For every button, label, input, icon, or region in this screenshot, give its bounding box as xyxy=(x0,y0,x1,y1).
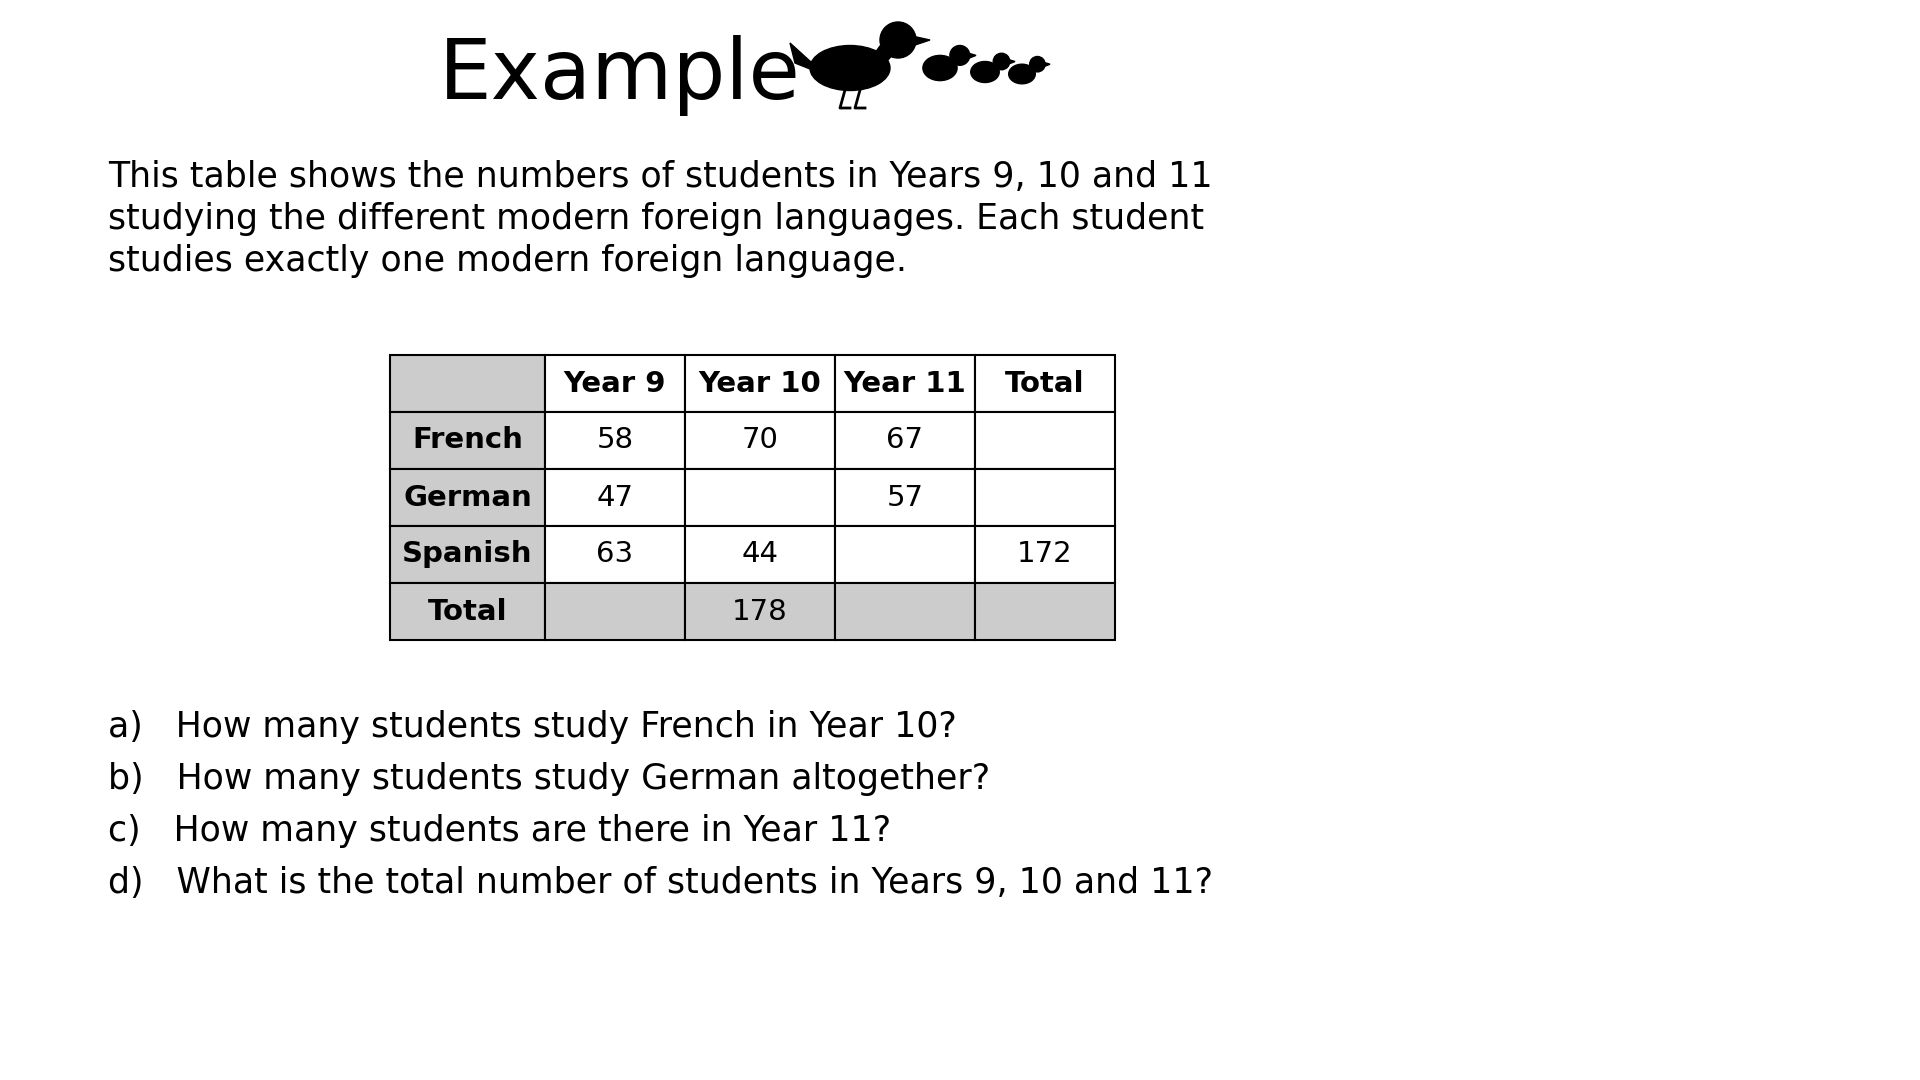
Text: 172: 172 xyxy=(1018,540,1073,568)
Bar xyxy=(835,411,975,469)
Text: French: French xyxy=(413,427,522,455)
Text: 67: 67 xyxy=(887,427,924,455)
Bar xyxy=(390,526,545,583)
Circle shape xyxy=(993,53,1010,70)
Text: 58: 58 xyxy=(597,427,634,455)
Text: This table shows the numbers of students in Years 9, 10 and 11: This table shows the numbers of students… xyxy=(108,160,1213,194)
Polygon shape xyxy=(968,53,975,59)
Text: 44: 44 xyxy=(741,540,778,568)
Text: Year 11: Year 11 xyxy=(843,369,966,397)
Text: 70: 70 xyxy=(741,427,778,455)
Polygon shape xyxy=(947,59,962,65)
Bar xyxy=(975,526,1116,583)
Polygon shape xyxy=(1043,62,1050,67)
Ellipse shape xyxy=(924,55,956,81)
Bar xyxy=(545,526,685,583)
Text: Year 9: Year 9 xyxy=(564,369,666,397)
Text: 47: 47 xyxy=(597,484,634,512)
Text: 63: 63 xyxy=(597,540,634,568)
Bar xyxy=(390,583,545,640)
Polygon shape xyxy=(1027,67,1039,71)
Bar xyxy=(975,411,1116,469)
Bar xyxy=(835,583,975,640)
Circle shape xyxy=(879,22,916,58)
Bar xyxy=(390,411,545,469)
Text: d)   What is the total number of students in Years 9, 10 and 11?: d) What is the total number of students … xyxy=(108,866,1213,900)
Bar xyxy=(685,355,835,411)
Bar xyxy=(975,583,1116,640)
Polygon shape xyxy=(991,65,1002,69)
Bar xyxy=(545,583,685,640)
Text: b)   How many students study German altogether?: b) How many students study German altoge… xyxy=(108,762,991,796)
Ellipse shape xyxy=(810,45,891,91)
Bar xyxy=(685,469,835,526)
Bar xyxy=(545,469,685,526)
Text: 178: 178 xyxy=(732,597,787,625)
Polygon shape xyxy=(789,43,820,73)
Bar xyxy=(390,469,545,526)
Bar xyxy=(685,411,835,469)
Circle shape xyxy=(950,45,970,65)
Bar xyxy=(835,355,975,411)
Text: Total: Total xyxy=(1006,369,1085,397)
Ellipse shape xyxy=(1008,64,1035,84)
Bar xyxy=(835,526,975,583)
Bar xyxy=(390,355,545,411)
Text: studies exactly one modern foreign language.: studies exactly one modern foreign langu… xyxy=(108,244,906,278)
Bar xyxy=(835,469,975,526)
Ellipse shape xyxy=(972,62,998,82)
Bar xyxy=(545,411,685,469)
Bar xyxy=(685,526,835,583)
Polygon shape xyxy=(870,46,900,60)
Text: German: German xyxy=(403,484,532,512)
Bar xyxy=(975,469,1116,526)
Bar xyxy=(975,355,1116,411)
Text: c)   How many students are there in Year 11?: c) How many students are there in Year 1… xyxy=(108,814,891,848)
Text: a)   How many students study French in Year 10?: a) How many students study French in Yea… xyxy=(108,710,956,744)
Text: Year 10: Year 10 xyxy=(699,369,822,397)
Text: 57: 57 xyxy=(887,484,924,512)
Polygon shape xyxy=(1008,59,1016,65)
Text: Example: Example xyxy=(440,35,801,116)
Bar xyxy=(685,583,835,640)
Text: Total: Total xyxy=(428,597,507,625)
Text: Spanish: Spanish xyxy=(403,540,532,568)
Circle shape xyxy=(1029,56,1044,72)
Bar xyxy=(545,355,685,411)
Polygon shape xyxy=(912,36,929,46)
Text: studying the different modern foreign languages. Each student: studying the different modern foreign la… xyxy=(108,202,1204,237)
